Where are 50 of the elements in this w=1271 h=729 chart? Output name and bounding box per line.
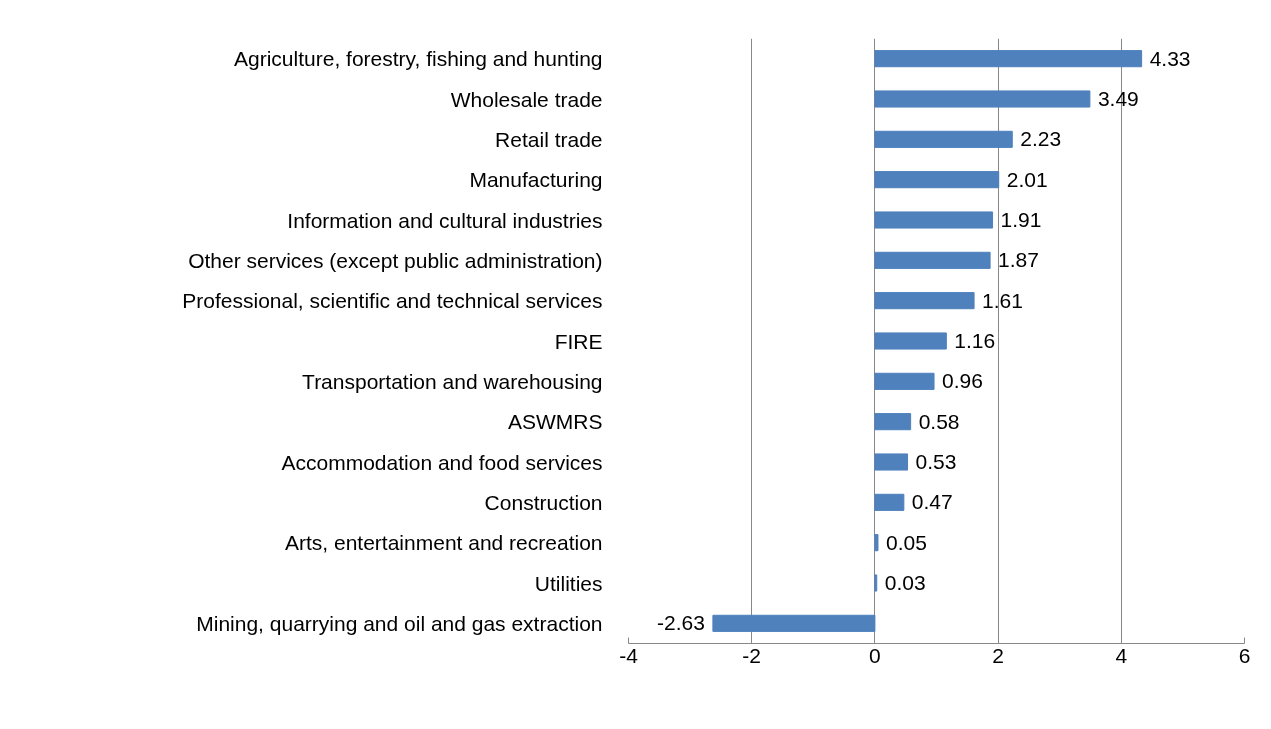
y-tick-label: Other services (except public administration) (188, 248, 603, 272)
data-label: 2.23 (1020, 127, 1062, 151)
y-tick-label: Accommodation and food services (281, 450, 603, 474)
y-tick-label: Transportation and warehousing (302, 369, 603, 393)
data-label: 1.87 (998, 248, 1039, 272)
bar (874, 171, 1000, 189)
y-tick-label: Agriculture, forestry, fishing and hunting (234, 47, 603, 71)
data-label: 4.33 (1149, 46, 1191, 70)
data-label: 1.61 (982, 288, 1023, 312)
bar (874, 211, 994, 229)
data-label: 0.47 (911, 490, 953, 514)
x-tick-label: 2 (992, 643, 1004, 667)
y-tick-label: Arts, entertainment and recreation (285, 531, 603, 555)
data-label: 0.58 (918, 409, 960, 433)
data-label: 0.05 (885, 530, 927, 554)
x-tick-label: -2 (742, 643, 762, 667)
x-tick-label: -4 (619, 643, 639, 667)
bar (874, 292, 975, 310)
y-tick-label: Professional, scientific and technical services (182, 289, 603, 313)
x-tick-label: 0 (869, 643, 881, 667)
y-tick-label: ASWMRS (508, 410, 603, 434)
bar (874, 50, 1143, 68)
bar (874, 130, 1013, 148)
bar (874, 413, 912, 431)
y-tick-label: Utilities (534, 571, 603, 595)
y-tick-label: FIRE (554, 329, 603, 353)
data-label: -2.63 (657, 611, 705, 635)
y-tick-label: Wholesale trade (450, 87, 603, 111)
y-tick-label: Mining, quarrying and oil and gas extraction (196, 611, 603, 635)
bar (874, 493, 905, 511)
bar (712, 614, 876, 632)
data-label: 1.91 (1000, 208, 1042, 231)
bar (874, 372, 935, 390)
data-label: 0.03 (884, 571, 926, 594)
bar (874, 534, 879, 552)
bar (874, 90, 1091, 108)
bar (874, 251, 991, 269)
data-label: 0.53 (915, 450, 957, 473)
data-label: 1.16 (954, 329, 996, 352)
bar (874, 453, 909, 471)
x-tick-label: 4 (1115, 643, 1128, 667)
y-tick-label: Retail trade (495, 127, 603, 151)
y-tick-label: Construction (484, 490, 603, 514)
data-label: 0.96 (942, 369, 983, 393)
x-tick-label: 6 (1238, 643, 1251, 667)
data-label: 2.01 (1006, 167, 1048, 191)
bar (874, 332, 947, 350)
data-label: 3.49 (1097, 87, 1139, 110)
y-tick-label: Information and cultural industries (287, 208, 603, 232)
y-tick-label: Manufacturing (469, 168, 603, 192)
